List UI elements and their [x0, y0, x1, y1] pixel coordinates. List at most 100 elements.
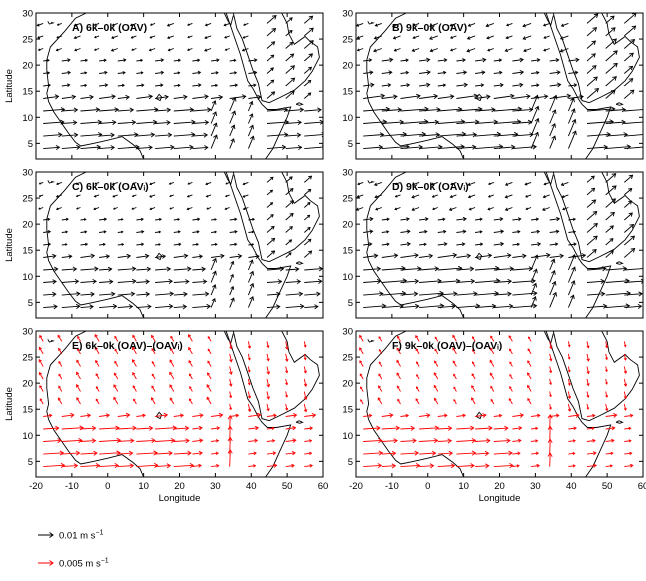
wind-vector: [248, 59, 257, 62]
wind-vector-head: [177, 58, 182, 62]
wind-vector: [363, 146, 383, 150]
wind-vector: [450, 194, 457, 198]
wind-vector: [624, 109, 643, 112]
wind-vector-head: [434, 336, 438, 339]
wind-vector-head: [543, 182, 547, 186]
wind-vector: [248, 218, 255, 221]
coastline: [295, 420, 304, 424]
y-tick-label: 30: [22, 168, 33, 179]
wind-vector: [437, 243, 447, 246]
wind-vector: [624, 66, 633, 74]
wind-vector: [624, 464, 633, 468]
wind-vector: [530, 296, 537, 308]
wind-vector: [456, 255, 471, 258]
wind-vector-head: [303, 396, 308, 401]
wind-vector-head: [57, 397, 61, 401]
wind-vector-head: [110, 145, 116, 151]
wind-vector-head: [130, 36, 134, 39]
wind-vector: [99, 305, 117, 309]
wind-vector-head: [623, 383, 628, 387]
y-tick-label: 10: [22, 113, 33, 124]
wind-vector-head: [560, 182, 565, 186]
coastline: [223, 13, 234, 27]
wind-vector: [39, 347, 44, 355]
wind-vector: [605, 427, 615, 430]
wind-vector-head: [185, 279, 190, 285]
wind-vector-head: [396, 347, 400, 351]
wind-vector: [452, 360, 457, 367]
wind-vector-head: [593, 222, 598, 228]
wind-vector-head: [234, 217, 238, 221]
wind-vector-head: [535, 426, 539, 430]
wind-vector: [493, 305, 513, 309]
wind-vector: [512, 231, 520, 233]
wind-vector: [266, 464, 277, 468]
wind-vector: [543, 35, 550, 39]
wind-vector: [411, 194, 420, 198]
wind-vector-head: [160, 83, 164, 88]
wind-vector: [568, 452, 575, 455]
wind-vector: [304, 427, 313, 430]
wind-vector: [475, 452, 489, 455]
wind-vector: [303, 378, 307, 387]
wind-vector-head: [168, 450, 173, 456]
wind-vector: [531, 95, 548, 99]
wind-vector-head: [55, 48, 59, 52]
wind-vector-head: [58, 347, 61, 351]
wind-vector: [266, 440, 275, 442]
wind-vector: [61, 465, 78, 468]
wind-vector: [74, 48, 81, 51]
wind-vector-head: [594, 88, 600, 93]
wind-vector: [266, 189, 273, 196]
wind-vector: [493, 254, 511, 258]
wind-vector: [285, 53, 294, 62]
wind-vector-head: [442, 217, 446, 221]
x-tick-label: 50: [282, 481, 293, 492]
wind-vector-head: [53, 266, 59, 272]
wind-vector: [493, 71, 502, 74]
wind-vector: [266, 391, 270, 399]
wind-vector-head: [309, 426, 314, 431]
coastline: [475, 252, 483, 261]
wind-vector: [531, 59, 540, 62]
wind-vector-head: [508, 335, 512, 339]
wind-vector: [132, 372, 137, 380]
wind-vector-head: [247, 382, 251, 386]
wind-vector-head: [369, 216, 374, 222]
wind-vector: [192, 427, 203, 430]
wind-vector-head: [448, 207, 453, 211]
wind-vector: [80, 231, 87, 233]
wind-vector-head: [123, 58, 127, 63]
wind-vector: [167, 22, 174, 27]
wind-vector: [531, 72, 539, 74]
wind-vector: [381, 84, 391, 87]
wind-vector: [304, 121, 323, 124]
wind-vector: [210, 134, 218, 149]
wind-vector: [624, 25, 636, 37]
wind-vector-head: [242, 207, 246, 211]
wind-vector-head: [76, 384, 80, 388]
wind-vector-head: [416, 361, 419, 364]
wind-vector-head: [591, 53, 596, 58]
wind-vector-head: [256, 412, 262, 418]
wind-vector: [560, 35, 569, 40]
wind-vector-head: [207, 372, 210, 376]
plot-area-f: [359, 331, 640, 477]
wind-vector-head: [463, 82, 469, 88]
wind-vector: [169, 384, 175, 392]
wind-vector: [56, 194, 62, 198]
wind-vector-head: [453, 373, 456, 377]
wind-vector-head: [36, 23, 40, 27]
wind-vector-head: [555, 229, 560, 234]
wind-vector-head: [629, 413, 634, 418]
wind-vector-head: [504, 195, 509, 199]
wind-vector: [456, 305, 480, 309]
wind-vector-head: [223, 23, 227, 27]
wind-vector-head: [249, 259, 254, 264]
wind-vector: [155, 452, 173, 455]
wind-vector: [393, 35, 401, 39]
wind-vector-head: [291, 463, 295, 468]
wind-vector-head: [108, 279, 114, 285]
wind-vector-head: [270, 225, 275, 230]
